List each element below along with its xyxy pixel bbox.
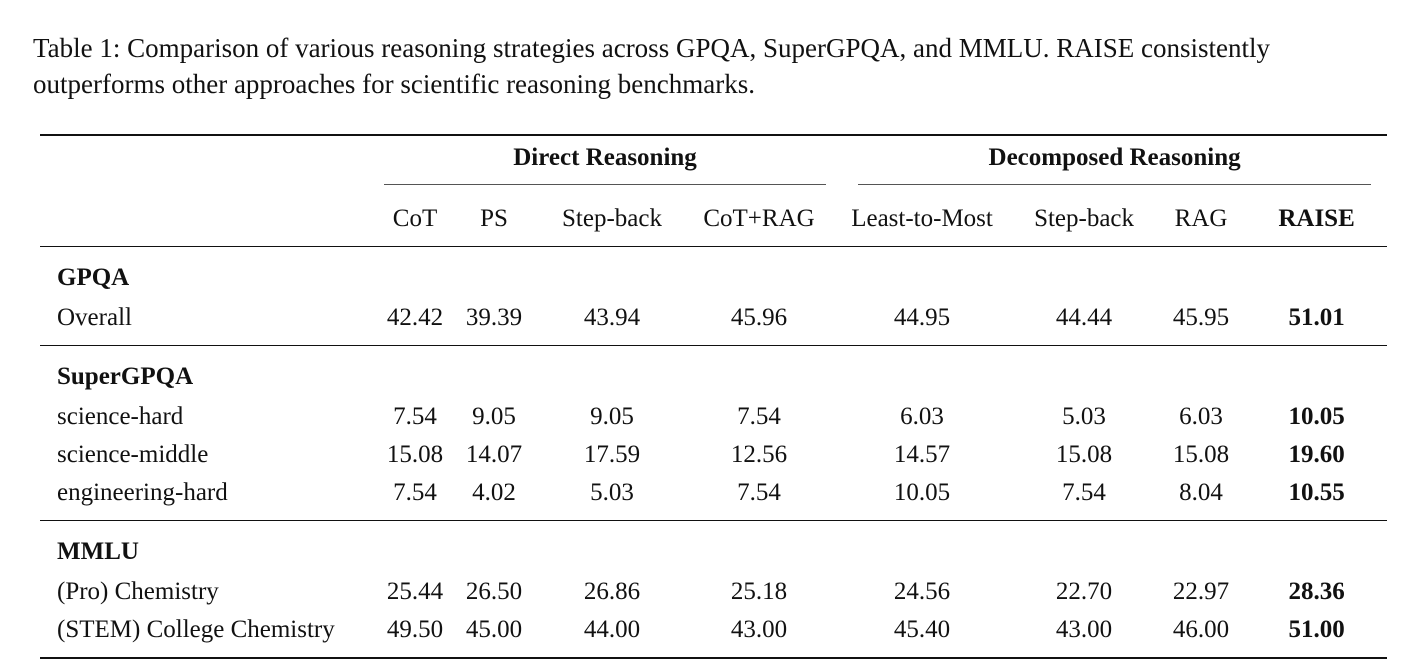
table-cell: 39.39: [465, 304, 523, 331]
group-header-direct: Direct Reasoning: [380, 135, 832, 192]
table-cell: 10.05: [893, 479, 951, 506]
row-label: (Pro) Chemistry: [57, 578, 219, 605]
group-rule-decomposed: [858, 183, 1372, 185]
table-cell: 14.07: [465, 441, 523, 468]
table-cell: 26.86: [583, 578, 641, 605]
table-row: Overall 42.42 39.39 43.94 45.96 44.95 44…: [40, 299, 1388, 346]
table-cell: 45.40: [893, 616, 951, 643]
section-title-row: MMLU: [40, 521, 1387, 574]
row-label: Overall: [57, 304, 132, 331]
group-rule-direct: [384, 183, 827, 185]
table-cell: 7.54: [393, 479, 437, 506]
table-cell: 49.50: [386, 616, 444, 643]
section-title-row: GPQA: [40, 247, 1387, 300]
table-row: engineering-hard 7.54 4.02 5.03 7.54 10.…: [40, 474, 1388, 521]
table-row: (Pro) Chemistry 25.44 26.50 26.86 25.18 …: [40, 573, 1387, 611]
column-header: Step-back: [562, 205, 662, 232]
column-header: CoT+RAG: [703, 205, 815, 232]
table-caption: Table 1: Comparison of various reasoning…: [33, 30, 1403, 102]
table-cell: 42.42: [386, 304, 444, 331]
group-header-empty: [40, 135, 380, 192]
table-cell: 12.56: [730, 441, 788, 468]
table-cell: 8.04: [1179, 479, 1223, 506]
row-label: science-middle: [57, 441, 209, 468]
row-label: engineering-hard: [57, 479, 228, 506]
section-title: SuperGPQA: [57, 363, 194, 390]
table-cell: 5.03: [1062, 403, 1106, 430]
column-header-raise: RAISE: [1278, 205, 1355, 232]
table-cell: 14.57: [893, 441, 951, 468]
best-cell: 51.00: [1288, 616, 1345, 643]
column-header-empty: [40, 192, 380, 247]
table-cell: 22.70: [1055, 578, 1113, 605]
table-cell: 9.05: [472, 403, 516, 430]
caption-line-2: outperforms other approaches for scienti…: [33, 69, 755, 99]
table-cell: 24.56: [893, 578, 951, 605]
column-header: CoT: [392, 205, 438, 232]
table-cell: 44.95: [893, 304, 951, 331]
row-label: (STEM) College Chemistry: [57, 616, 335, 643]
table-cell: 9.05: [590, 403, 634, 430]
table-cell: 43.00: [1055, 616, 1113, 643]
results-table: Direct Reasoning Decomposed Reasoning Co…: [40, 134, 1388, 659]
table-cell: 7.54: [737, 479, 781, 506]
table-cell: 22.97: [1172, 578, 1230, 605]
table-cell: 43.00: [730, 616, 788, 643]
table-cell: 45.95: [1172, 304, 1230, 331]
section-title: MMLU: [57, 538, 139, 565]
group-header-row: Direct Reasoning Decomposed Reasoning: [40, 135, 1387, 192]
table-cell: 7.54: [393, 403, 437, 430]
table-cell: 26.50: [465, 578, 523, 605]
table-row: science-middle 15.08 14.07 17.59 12.56 1…: [40, 436, 1387, 474]
table-cell: 6.03: [1179, 403, 1223, 430]
table-cell: 15.08: [386, 441, 444, 468]
table-cell: 25.44: [386, 578, 444, 605]
table-cell: 46.00: [1172, 616, 1230, 643]
best-cell: 28.36: [1288, 578, 1345, 605]
column-header: RAG: [1174, 205, 1228, 232]
column-header: PS: [480, 205, 508, 232]
column-header: Step-back: [1034, 205, 1135, 232]
table-cell: 44.00: [583, 616, 641, 643]
group-label-direct: Direct Reasoning: [513, 143, 697, 171]
table-cell: 45.00: [465, 616, 523, 643]
table-cell: 17.59: [583, 441, 641, 468]
group-header-decomposed: Decomposed Reasoning: [832, 135, 1387, 192]
row-label: science-hard: [57, 403, 184, 430]
section-title: GPQA: [57, 264, 130, 291]
section-title-row: SuperGPQA: [40, 346, 1387, 399]
best-cell: 51.01: [1288, 304, 1345, 331]
table-cell: 4.02: [472, 479, 516, 506]
table-cell: 43.94: [583, 304, 641, 331]
table-cell: 6.03: [900, 403, 944, 430]
column-header: Least-to-Most: [851, 205, 993, 232]
table-cell: 25.18: [730, 578, 788, 605]
table-cell: 45.96: [730, 304, 788, 331]
caption-line-1: Table 1: Comparison of various reasoning…: [33, 33, 1270, 63]
table-cell: 7.54: [1062, 479, 1106, 506]
group-label-decomposed: Decomposed Reasoning: [988, 143, 1241, 171]
table-cell: 15.08: [1172, 441, 1230, 468]
table-row: science-hard 7.54 9.05 9.05 7.54 6.03 5.…: [40, 398, 1387, 436]
table-cell: 5.03: [590, 479, 634, 506]
best-cell: 19.60: [1288, 441, 1345, 468]
table-cell: 7.54: [737, 403, 781, 430]
table-row: (STEM) College Chemistry 49.50 45.00 44.…: [40, 611, 1387, 658]
column-header-row: CoT PS Step-back CoT+RAG Least-to-Most S…: [40, 192, 1388, 247]
table-cell: 15.08: [1055, 441, 1113, 468]
best-cell: 10.05: [1288, 403, 1345, 430]
table-cell: 44.44: [1055, 304, 1113, 331]
best-cell: 10.55: [1288, 479, 1345, 506]
